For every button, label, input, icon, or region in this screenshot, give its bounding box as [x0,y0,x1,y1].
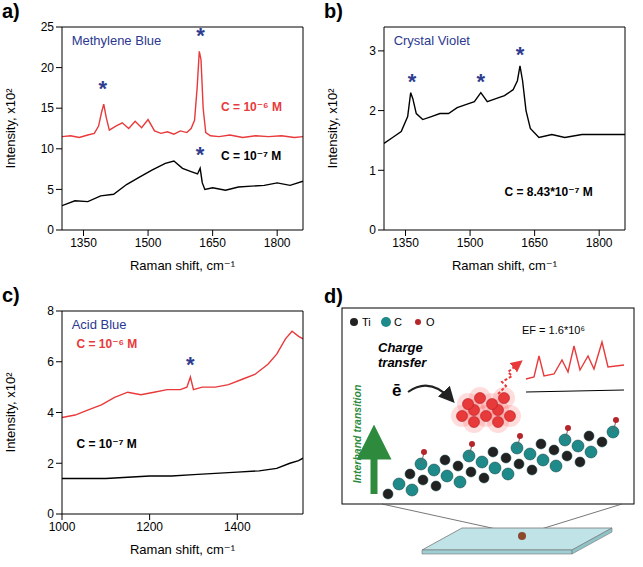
html-text:C = 10⁻⁷ M: C = 10⁻⁷ M [221,148,282,163]
svg-text:C: C [394,316,402,328]
svg-text:0: 0 [47,507,54,521]
html-text:Methylene Blue: Methylene Blue [71,33,162,49]
svg-text:20: 20 [41,61,55,75]
svg-text:EF = 1.6*10⁶: EF = 1.6*10⁶ [522,324,585,336]
html-text:C = 10⁻⁷ M: C = 10⁻⁷ M [76,436,137,451]
svg-text:*: * [477,69,486,94]
svg-text:Raman shift, cm⁻¹: Raman shift, cm⁻¹ [130,258,236,273]
svg-text:8: 8 [47,304,54,318]
svg-text:10: 10 [41,142,55,156]
svg-text:Intensity, x10²: Intensity, x10² [325,88,340,169]
svg-text:Intensity, x10²: Intensity, x10² [3,88,18,169]
html-text:b): b) [324,0,343,22]
svg-text:1500: 1500 [135,236,162,250]
svg-text:2: 2 [369,104,376,118]
svg-text:4: 4 [47,406,54,420]
svg-text:1200: 1200 [136,520,163,534]
svg-text:Raman shift, cm⁻¹: Raman shift, cm⁻¹ [130,542,236,557]
svg-text:2: 2 [47,457,54,471]
svg-text:1400: 1400 [224,520,251,534]
html-text:a): a) [2,0,20,22]
svg-text:*: * [186,352,195,377]
html-text:C = 10⁻⁶ M: C = 10⁻⁶ M [76,337,138,352]
svg-text:*: * [196,142,205,167]
svg-text:25: 25 [41,20,55,34]
svg-text:*: * [99,76,108,101]
svg-text:Ti: Ti [362,316,371,328]
html-text:C = 8.43*10⁻⁷ M: C = 8.43*10⁻⁷ M [504,185,593,200]
svg-text:5: 5 [47,183,54,197]
svg-text:1650: 1650 [199,236,226,250]
html-text:C = 10⁻⁶ M: C = 10⁻⁶ M [221,100,282,115]
svg-text:1500: 1500 [457,236,484,250]
svg-text:Intensity, x10²: Intensity, x10² [3,372,18,453]
svg-text:Chargetransfer: Chargetransfer [378,340,427,370]
svg-text:d): d) [324,285,343,307]
svg-text:15: 15 [41,101,55,115]
svg-text:O: O [426,316,435,328]
svg-text:1000: 1000 [49,520,76,534]
svg-text:ē: ē [392,381,401,400]
svg-text:0: 0 [47,223,54,237]
svg-text:0: 0 [369,223,376,237]
svg-text:Interband transition: Interband transition [351,385,363,484]
svg-text:3: 3 [369,44,376,58]
html-text:Acid Blue: Acid Blue [71,317,127,333]
svg-text:1: 1 [369,164,376,178]
svg-text:Raman shift, cm⁻¹: Raman shift, cm⁻¹ [452,258,558,273]
svg-text:1350: 1350 [392,236,419,250]
svg-text:*: * [196,23,205,48]
svg-text:*: * [408,69,417,94]
html-text:c): c) [2,284,20,306]
html-text:Crystal Violet: Crystal Violet [393,33,470,49]
svg-text:1650: 1650 [521,236,548,250]
svg-text:1800: 1800 [264,236,291,250]
svg-text:6: 6 [47,355,54,369]
svg-text:*: * [516,42,525,67]
svg-text:1800: 1800 [586,236,613,250]
svg-text:1350: 1350 [70,236,97,250]
